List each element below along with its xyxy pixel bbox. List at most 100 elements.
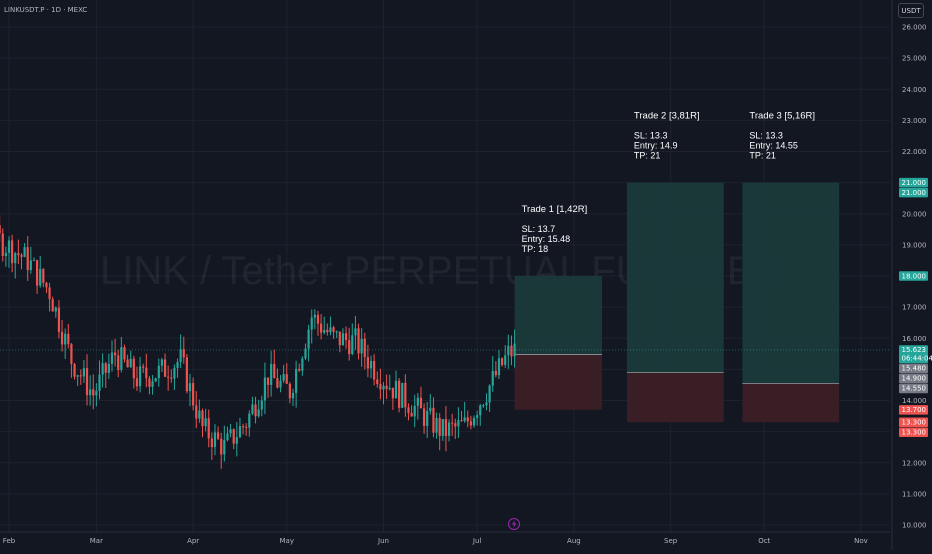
candle-body bbox=[258, 410, 260, 417]
trade-entry-label: Entry: 14.9 bbox=[634, 141, 678, 151]
y-tick-label: 20.000 bbox=[902, 210, 927, 218]
candle-body bbox=[208, 418, 210, 438]
x-tick-label: Aug bbox=[567, 537, 581, 545]
candle-body bbox=[473, 418, 475, 426]
candle-body bbox=[336, 331, 338, 332]
loss-zone[interactable] bbox=[515, 354, 602, 409]
countdown-label: 06:44:04 bbox=[902, 355, 932, 363]
candle-body bbox=[342, 333, 344, 345]
candle-body bbox=[361, 339, 363, 354]
loss-zone[interactable] bbox=[627, 372, 724, 422]
candle-body bbox=[460, 420, 462, 421]
candle-body bbox=[176, 362, 178, 368]
candle-body bbox=[479, 405, 481, 415]
currency-button[interactable]: USDT bbox=[898, 3, 924, 18]
candle-body bbox=[439, 418, 441, 436]
candle-body bbox=[98, 375, 100, 391]
symbol-header: LINKUSDT.P · 1D · MEXC bbox=[4, 6, 87, 14]
candle-body bbox=[442, 419, 444, 436]
candle-body bbox=[308, 330, 310, 349]
candle-body bbox=[429, 408, 431, 411]
candle-body bbox=[220, 439, 222, 455]
candle-body bbox=[42, 269, 44, 283]
y-tick-label: 11.000 bbox=[902, 490, 927, 498]
candle-body bbox=[382, 386, 384, 390]
candle-body bbox=[0, 225, 1, 233]
candle-body bbox=[386, 386, 388, 389]
candle-body bbox=[401, 383, 403, 408]
y-tick-label: 17.000 bbox=[902, 304, 927, 312]
candle-body bbox=[329, 327, 331, 332]
y-tick-label: 10.000 bbox=[902, 522, 927, 530]
candle-body bbox=[39, 269, 41, 286]
candle-body bbox=[451, 423, 453, 424]
candle-body bbox=[457, 420, 459, 426]
x-tick-label: May bbox=[280, 537, 294, 545]
trade-entry-label: Entry: 14.55 bbox=[749, 141, 798, 151]
price-tag-label: 13.300 bbox=[902, 419, 927, 427]
candle-body bbox=[392, 388, 394, 398]
candle-body bbox=[261, 400, 263, 409]
candle-body bbox=[432, 408, 434, 433]
candle-body bbox=[292, 393, 294, 398]
candle-body bbox=[326, 330, 328, 332]
trade-entry-label: Entry: 15.48 bbox=[522, 234, 571, 244]
price-tag-label: 14.900 bbox=[902, 375, 927, 383]
profit-zone[interactable] bbox=[515, 276, 602, 354]
candle-body bbox=[24, 247, 26, 257]
candle-body bbox=[398, 381, 400, 408]
candle-body bbox=[67, 334, 69, 344]
candle-body bbox=[504, 355, 506, 365]
candle-body bbox=[314, 315, 316, 318]
candle-body bbox=[148, 378, 150, 386]
candle-body bbox=[289, 384, 291, 398]
candle-body bbox=[229, 429, 231, 433]
candle-body bbox=[445, 419, 447, 436]
trade-title: Trade 1 [1,42R] bbox=[522, 204, 588, 215]
candle-body bbox=[370, 361, 372, 368]
y-tick-label: 23.000 bbox=[902, 117, 927, 125]
candle-body bbox=[507, 346, 509, 356]
candle-body bbox=[239, 426, 241, 437]
candle-body bbox=[73, 364, 75, 377]
profit-zone[interactable] bbox=[742, 183, 839, 384]
candle-body bbox=[223, 440, 225, 454]
candle-body bbox=[92, 389, 94, 395]
profit-zone[interactable] bbox=[627, 183, 724, 373]
candle-body bbox=[357, 328, 359, 353]
candle-body bbox=[139, 366, 141, 386]
candle-body bbox=[495, 371, 497, 375]
candle-body bbox=[364, 339, 366, 357]
candle-body bbox=[426, 411, 428, 426]
candle-body bbox=[489, 386, 491, 403]
candle-body bbox=[454, 423, 456, 426]
candle-body bbox=[251, 404, 253, 413]
candle-body bbox=[158, 366, 160, 378]
candle-body bbox=[36, 260, 38, 285]
candle-body bbox=[404, 383, 406, 407]
candle-body bbox=[485, 403, 487, 406]
trade-sl-label: SL: 13.3 bbox=[634, 131, 668, 141]
candle-body bbox=[242, 426, 244, 427]
x-tick-label: Oct bbox=[758, 537, 770, 545]
candle-body bbox=[248, 414, 250, 428]
y-tick-label: 26.000 bbox=[902, 24, 927, 32]
candle-body bbox=[295, 369, 297, 393]
loss-zone[interactable] bbox=[742, 383, 839, 422]
candle-body bbox=[301, 358, 303, 370]
candle-body bbox=[83, 368, 85, 376]
candle-body bbox=[123, 347, 125, 359]
candle-body bbox=[376, 379, 378, 383]
y-tick-label: 25.000 bbox=[902, 55, 927, 63]
candle-body bbox=[80, 375, 82, 376]
candle-body bbox=[510, 346, 512, 357]
candle-body bbox=[482, 405, 484, 406]
x-tick-label: Mar bbox=[90, 537, 103, 545]
candle-body bbox=[298, 369, 300, 371]
x-tick-label: Apr bbox=[187, 537, 199, 545]
candle-body bbox=[27, 247, 29, 270]
y-tick-label: 16.000 bbox=[902, 335, 927, 343]
candle-body bbox=[55, 308, 57, 312]
lightning-icon[interactable] bbox=[509, 519, 520, 530]
